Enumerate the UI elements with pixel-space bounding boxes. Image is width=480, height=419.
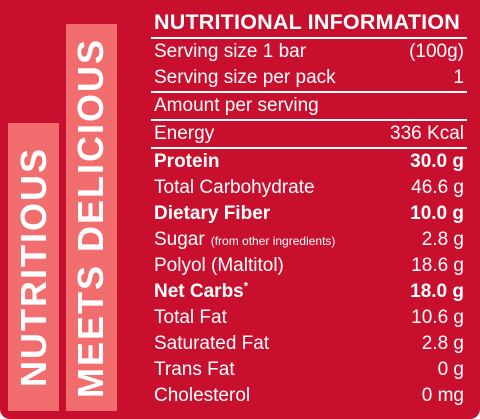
net-carbs-label: Net Carbs	[154, 281, 244, 302]
meets-delicious-banner: MEETS DELICIOUS	[66, 24, 117, 411]
saturated-fat-row: Saturated Fat 2.8 g	[151, 331, 467, 357]
meets-delicious-label: MEETS DELICIOUS	[70, 37, 112, 398]
cholesterol-value: 0 mg	[421, 385, 464, 406]
energy-value: 336 Kcal	[390, 123, 464, 144]
protein-value: 30.0 g	[410, 151, 464, 172]
total-fat-value: 10.6 g	[411, 307, 464, 328]
sugar-value: 2.8 g	[421, 229, 464, 250]
serving-per-pack-label: Serving size per pack	[154, 67, 336, 88]
nutrition-facts-panel: NUTRITIONAL INFORMATION Serving size 1 b…	[151, 8, 467, 409]
cholesterol-label: Cholesterol	[154, 385, 251, 406]
serving-size-value: (100g)	[409, 41, 464, 62]
total-carbohydrate-value: 46.6 g	[411, 177, 464, 198]
net-carbs-value: 18.0 g	[410, 281, 464, 302]
protein-label: Protein	[154, 151, 220, 172]
panel-title: NUTRITIONAL INFORMATION	[151, 8, 467, 39]
energy-row: Energy 336 Kcal	[151, 121, 467, 149]
amount-per-serving-row: Amount per serving	[151, 93, 467, 121]
sugar-note: (from other ingredients)	[210, 234, 336, 248]
serving-size-row: Serving size 1 bar (100g)	[151, 39, 467, 65]
trans-fat-value: 0 g	[437, 359, 464, 380]
total-carbohydrate-row: Total Carbohydrate 46.6 g	[151, 175, 467, 201]
protein-row: Protein 30.0 g	[151, 149, 467, 175]
polyol-label: Polyol (Maltitol)	[154, 255, 284, 276]
cholesterol-row: Cholesterol 0 mg	[151, 383, 467, 409]
nutritious-banner: NUTRITIOUS	[8, 123, 59, 411]
total-fat-row: Total Fat 10.6 g	[151, 305, 467, 331]
energy-label: Energy	[154, 123, 215, 144]
net-carbs-asterisk: *	[243, 280, 249, 293]
amount-per-serving-label: Amount per serving	[154, 95, 319, 116]
dietary-fiber-label: Dietary Fiber	[154, 203, 271, 224]
sugar-row: Sugar (from other ingredients) 2.8 g	[151, 227, 467, 253]
polyol-value: 18.6 g	[411, 255, 464, 276]
trans-fat-row: Trans Fat 0 g	[151, 357, 467, 383]
dietary-fiber-row: Dietary Fiber 10.0 g	[151, 201, 467, 227]
serving-per-pack-row: Serving size per pack 1	[151, 65, 467, 93]
serving-per-pack-value: 1	[453, 67, 464, 88]
saturated-fat-value: 2.8 g	[421, 333, 464, 354]
total-fat-label: Total Fat	[154, 307, 227, 328]
sugar-label: Sugar	[154, 229, 205, 250]
net-carbs-row: Net Carbs* 18.0 g	[151, 279, 467, 305]
saturated-fat-label: Saturated Fat	[154, 333, 270, 354]
total-carbohydrate-label: Total Carbohydrate	[154, 177, 315, 198]
trans-fat-label: Trans Fat	[154, 359, 235, 380]
serving-size-label: Serving size 1 bar	[154, 41, 307, 62]
nutritious-label: NUTRITIOUS	[12, 147, 54, 387]
dietary-fiber-value: 10.0 g	[410, 203, 464, 224]
polyol-row: Polyol (Maltitol) 18.6 g	[151, 253, 467, 279]
